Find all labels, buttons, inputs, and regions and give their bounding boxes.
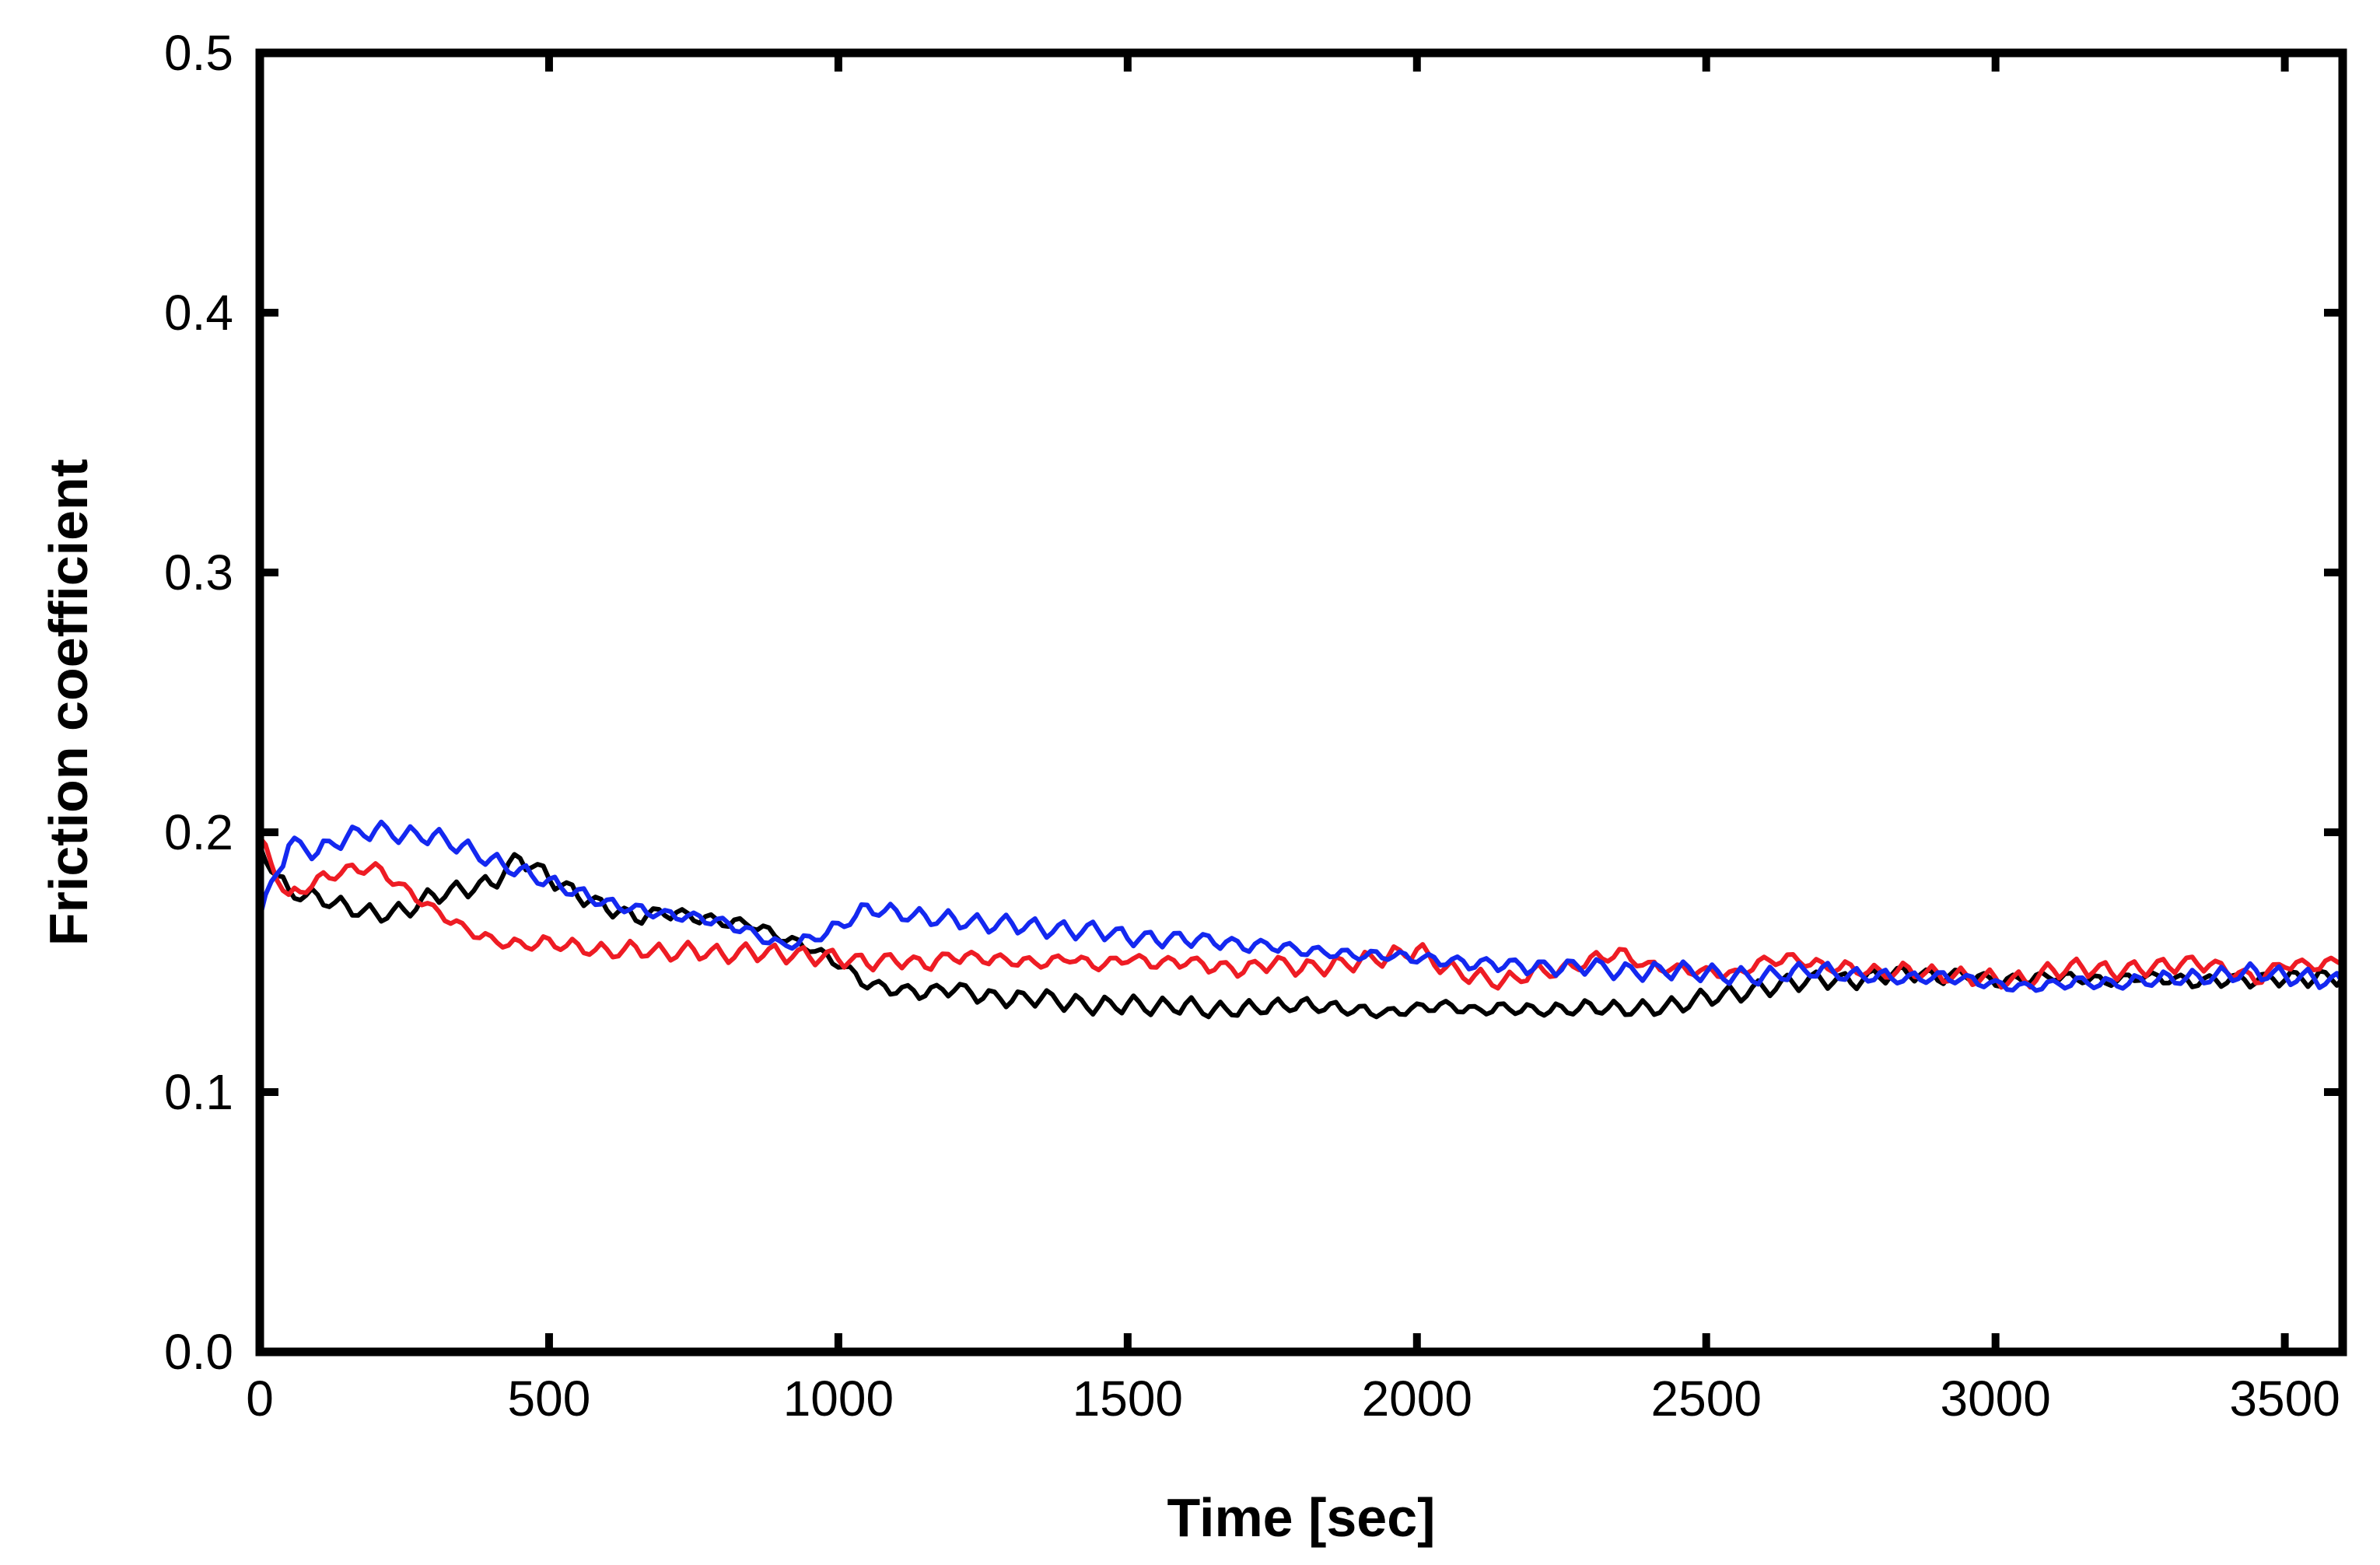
y-axis-title: Friction coefficient — [38, 459, 99, 946]
y-tick-label: 0.2 — [164, 804, 233, 860]
y-tick-label: 0.5 — [164, 25, 233, 81]
series-line-red — [257, 835, 2344, 991]
y-tick-marks — [260, 49, 2343, 1356]
x-tick-label: 3500 — [2229, 1371, 2340, 1427]
series-line-black — [257, 844, 2345, 1020]
series-line-blue — [257, 819, 2345, 993]
x-tick-label: 1000 — [783, 1371, 894, 1427]
x-tick-labels: 0 500 1000 1500 2000 2500 3000 3500 — [246, 1371, 2340, 1427]
y-tick-labels: 0.0 0.1 0.2 0.3 0.4 0.5 — [164, 25, 233, 1380]
series-lines — [257, 819, 2345, 1020]
y-tick-label: 0.4 — [164, 285, 233, 341]
x-tick-label: 2000 — [1362, 1371, 1472, 1427]
x-tick-marks — [256, 53, 2289, 1352]
x-tick-label: 1500 — [1073, 1371, 1183, 1427]
y-tick-label: 0.3 — [164, 544, 233, 600]
y-tick-label: 0.0 — [164, 1324, 233, 1380]
plot-frame — [255, 48, 2347, 1357]
x-tick-label: 3000 — [1940, 1371, 2050, 1427]
x-tick-label: 0 — [246, 1371, 274, 1427]
x-tick-label: 2500 — [1651, 1371, 1762, 1427]
x-axis-title: Time [sec] — [1167, 1487, 1436, 1548]
y-tick-label: 0.1 — [164, 1064, 233, 1120]
x-tick-label: 500 — [508, 1371, 591, 1427]
